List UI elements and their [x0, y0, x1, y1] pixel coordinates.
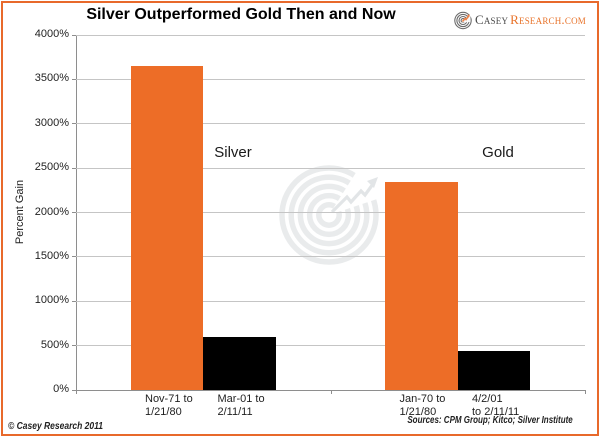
brand-name-researchcom: Research.com — [510, 12, 586, 27]
series-label-silver: Silver — [214, 144, 252, 161]
category-label-line: Nov-71 to — [145, 393, 193, 405]
y-axis-label-3000: 3000% — [34, 116, 69, 129]
y-axis-label-1500: 1500% — [34, 249, 69, 262]
y-tick-4000 — [72, 34, 76, 36]
gridline-3000 — [76, 123, 585, 125]
gridline-3500 — [76, 78, 585, 80]
brand-name-casey: Casey — [474, 12, 509, 27]
y-axis-label-3500: 3500% — [34, 72, 69, 85]
sources-text: Sources: CPM Group; Kitco; Silver Instit… — [407, 415, 573, 426]
y-tick-0 — [72, 389, 76, 391]
category-label-line: 1/21/80 — [399, 405, 437, 418]
category-label-nov-71-to-1-21-80: Nov-71 to 1/21/80 — [145, 393, 193, 418]
y-tick-1000 — [72, 300, 76, 302]
y-tick-1500 — [72, 256, 76, 258]
series-label-gold: Gold — [482, 144, 514, 161]
x-tick-2 — [585, 390, 586, 394]
gridline-1500 — [76, 256, 585, 258]
category-label-line: 1/21/80 — [145, 405, 182, 418]
y-tick-2500 — [72, 167, 76, 169]
gridline-2000 — [76, 212, 585, 213]
category-label-line: Jan-70 to — [399, 393, 446, 405]
gridline-500 — [76, 345, 585, 347]
y-tick-2000 — [72, 212, 76, 213]
bar-gold-jan-70-to-1-21-80 — [385, 182, 458, 390]
category-label-jan-70-to-1-21-80: Jan-70 to 1/21/80 — [400, 393, 446, 418]
category-label-line: to 2/11/11 — [472, 405, 520, 418]
copyright-text: © Casey Research 2011 — [8, 421, 103, 432]
gridline-2500 — [76, 167, 585, 169]
y-axis-label-500: 500% — [40, 338, 69, 351]
y-axis-label-4000: 4000% — [34, 28, 69, 40]
y-tick-500 — [72, 345, 76, 347]
gridline-1000 — [76, 300, 585, 302]
plot-area — [72, 34, 586, 394]
category-label-line: 4/2/01 — [472, 393, 503, 405]
chart-title: Silver Outperformed Gold Then and Now — [86, 6, 396, 23]
category-label-mar-01-to-2-11-11: Mar-01 to 2/11/11 — [218, 393, 265, 418]
bar-gold-4-2-01-to-2-11-11 — [457, 350, 531, 390]
category-label-line: 2/11/11 — [217, 405, 253, 418]
category-label-4-2-01-to-2-11-11: 4/2/01 to 2/11/11 — [472, 393, 519, 418]
brand-swirl-icon — [454, 11, 472, 30]
y-axis-label-2000: 2000% — [34, 205, 69, 218]
bar-silver-nov-71-to-1-21-80 — [130, 66, 204, 390]
x-tick-1 — [330, 390, 332, 394]
x-tick-0 — [76, 390, 77, 394]
y-axis-label-0: 0% — [53, 383, 69, 395]
y-tick-3500 — [72, 78, 76, 80]
gridline-4000 — [76, 34, 585, 36]
y-tick-3000 — [72, 123, 76, 125]
y-axis-label-1000: 1000% — [34, 294, 69, 307]
bar-silver-mar-01-to-2-11-11 — [203, 336, 276, 390]
y-axis-label-2500: 2500% — [34, 161, 69, 174]
category-label-line: Mar-01 to — [217, 393, 265, 405]
brand-logo: Casey Research.com — [453, 9, 586, 31]
